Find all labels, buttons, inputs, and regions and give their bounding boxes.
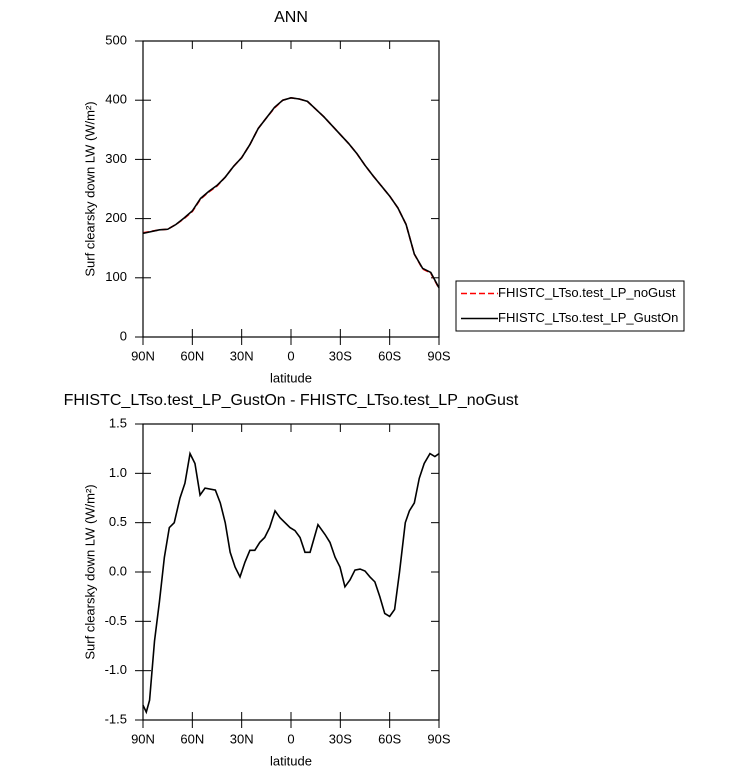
y-tick-label: 400: [105, 92, 127, 107]
x-axis-label: latitude: [270, 753, 312, 768]
y-tick-label: 100: [105, 269, 127, 284]
x-tick-label: 30S: [329, 731, 352, 746]
chart-title: ANN: [274, 9, 308, 26]
y-tick-label: 300: [105, 151, 127, 166]
x-tick-label: 30S: [329, 348, 352, 363]
data-line: [142, 97, 440, 289]
chart-title: FHISTC_LTso.test_LP_GustOn - FHISTC_LTso…: [64, 392, 519, 409]
y-tick-label: 0.0: [109, 563, 127, 578]
y-axis-label: Surf clearsky down LW (W/m²): [82, 484, 97, 659]
x-tick-label: 30N: [230, 731, 254, 746]
x-tick-label: 60N: [180, 731, 204, 746]
y-tick-label: 500: [105, 32, 127, 47]
x-tick-label: 60S: [378, 731, 401, 746]
x-tick-label: 90S: [427, 731, 450, 746]
x-tick-label: 90N: [131, 731, 155, 746]
plot-frame: [142, 40, 440, 338]
y-tick-label: 1.0: [109, 465, 127, 480]
legend-box: [455, 280, 685, 332]
x-tick-label: 30N: [230, 348, 254, 363]
y-tick-label: -1.5: [105, 711, 127, 726]
x-tick-label: 60N: [180, 348, 204, 363]
x-tick-label: 60S: [378, 348, 401, 363]
plot-frame: [142, 423, 440, 721]
data-line: [142, 451, 440, 715]
y-tick-label: 200: [105, 210, 127, 225]
data-line: [142, 97, 440, 289]
legend-label: FHISTC_LTso.test_LP_noGust: [498, 285, 676, 300]
x-tick-label: 0: [287, 348, 294, 363]
y-tick-label: 1.5: [109, 415, 127, 430]
legend-label: FHISTC_LTso.test_LP_GustOn: [498, 310, 678, 325]
x-tick-label: 0: [287, 731, 294, 746]
y-axis-label: Surf clearsky down LW (W/m²): [82, 101, 97, 276]
y-tick-label: -0.5: [105, 613, 127, 628]
x-tick-label: 90S: [427, 348, 450, 363]
x-tick-label: 90N: [131, 348, 155, 363]
y-tick-label: 0.5: [109, 514, 127, 529]
y-tick-label: 0: [120, 328, 127, 343]
x-axis-label: latitude: [270, 370, 312, 385]
y-tick-label: -1.0: [105, 662, 127, 677]
